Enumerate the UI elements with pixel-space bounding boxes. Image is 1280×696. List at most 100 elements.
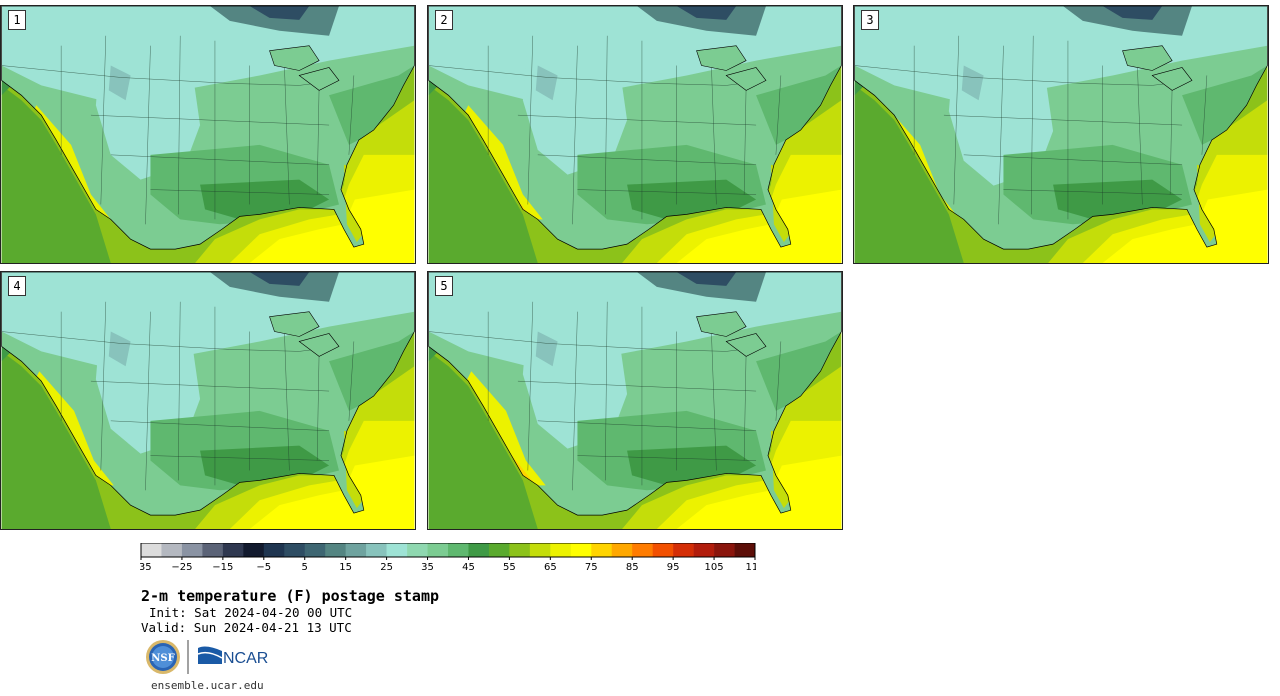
state-boundary [1030,35,1034,215]
colorbar-swatch [714,543,735,557]
colorbar-swatch [202,543,224,557]
hot-ocean [249,455,415,529]
temperature-map [428,272,842,529]
state-boundary [177,301,181,481]
state-boundary [284,331,290,471]
colorbar-tick-label: 105 [705,562,724,573]
state-boundary [284,65,290,205]
cold-canada [636,6,766,36]
hot-ocean [1102,189,1268,263]
colorbar-tick-label: 15 [339,562,352,573]
mild-east [329,65,415,145]
mild-east [756,65,842,145]
state-boundary [517,114,757,126]
colorbar-swatch [263,543,285,557]
colorbar-swatch [284,543,306,557]
state-boundary [711,65,717,205]
colorbar-tick-label: 75 [585,562,598,573]
state-boundary [517,380,757,392]
state-boundary [527,35,534,205]
state-boundary [150,189,330,195]
colorbar-swatch [529,543,551,557]
init-label: Init: [149,605,187,620]
state-boundary [943,114,1183,126]
state-boundary [577,189,757,195]
temperature-map [854,6,1268,263]
hot-ocean [676,189,842,263]
state-boundary [527,301,534,471]
state-boundary [316,351,320,461]
state-boundary [537,420,757,432]
ncar-logo-text: NCAR [223,650,268,667]
colorbar-swatch [161,543,183,557]
cold-canada [209,272,339,302]
land-field [428,6,842,250]
colorbar-tick-label: 95 [667,562,680,573]
coastline [428,6,842,250]
member-number-label: 4 [8,276,26,296]
map-panel-2[interactable]: 2 [427,5,843,264]
coastline [854,6,1268,250]
temperature-colorbar: −35 −25 −15 −5 5 15 25 35 45 55 65 75 85 95 105 115 [140,543,756,573]
init-value: Sat 2024-04-20 00 UTC [194,605,353,620]
nsf-logo-text: NSF [151,653,174,664]
colorbar-swatch [734,543,756,557]
member-number-label: 1 [8,10,26,30]
colorbar-tick-label: −5 [256,562,271,573]
hot-ocean [676,455,842,529]
colorbar-tick-label: 85 [626,562,639,573]
colorbar-swatch [386,543,408,557]
pacific-ocean [1,351,111,529]
member-number-label: 2 [435,10,453,30]
state-boundary [775,75,782,155]
state-boundary [743,351,747,461]
state-boundary [1003,189,1183,195]
colorbar-tick-label: 5 [302,562,308,573]
state-boundary [572,45,578,225]
state-boundary [1137,65,1143,205]
warm-west [463,105,543,220]
state-boundary [572,311,578,491]
great-lakes [269,311,340,357]
sponsor-logos: NSF NCAR [146,640,268,674]
colorbar-swatch [611,543,633,557]
map-panel-1[interactable]: 1 [0,5,416,264]
mild-east [756,331,842,411]
state-boundary [711,331,717,471]
coastline [428,272,842,516]
init-time: Init: Sat 2024-04-20 00 UTC [149,605,352,620]
state-boundary [348,341,355,421]
great-lakes [696,311,767,357]
colorbar-tick-label: 35 [421,562,434,573]
colorbar-swatch [509,543,531,557]
map-panel-3[interactable]: 3 [853,5,1269,264]
colorbar-tick-label: 115 [745,562,756,573]
state-boundary [145,45,151,225]
website-link[interactable]: ensemble.ucar.edu [151,679,264,692]
state-boundary [775,341,782,421]
colorbar-swatch [181,543,203,557]
cold-canada [1062,6,1192,36]
colorbar-swatch [304,543,326,557]
state-boundary [1169,85,1173,195]
state-boundary [90,114,330,126]
state-boundary [604,301,608,481]
state-boundary [953,35,960,205]
state-boundary [100,35,107,205]
cool-mountains [535,331,558,367]
colorbar-swatch [652,543,674,557]
colorbar-swatch [468,543,490,557]
pacific-ocean [428,85,538,263]
colorbar-swatch [591,543,613,557]
coldest-canada [249,272,310,286]
map-panel-5[interactable]: 5 [427,271,843,530]
colorbar-swatch [448,543,469,557]
colorbar-swatch [693,543,715,557]
valid-time: Valid: Sun 2024-04-21 13 UTC [141,620,352,635]
cool-mountains [108,331,131,367]
mild-east [329,331,415,411]
colorbar-tick-label: −35 [140,562,152,573]
map-panel-4[interactable]: 4 [0,271,416,530]
colorbar-swatch [222,543,244,557]
valid-label: Valid: [141,620,187,635]
